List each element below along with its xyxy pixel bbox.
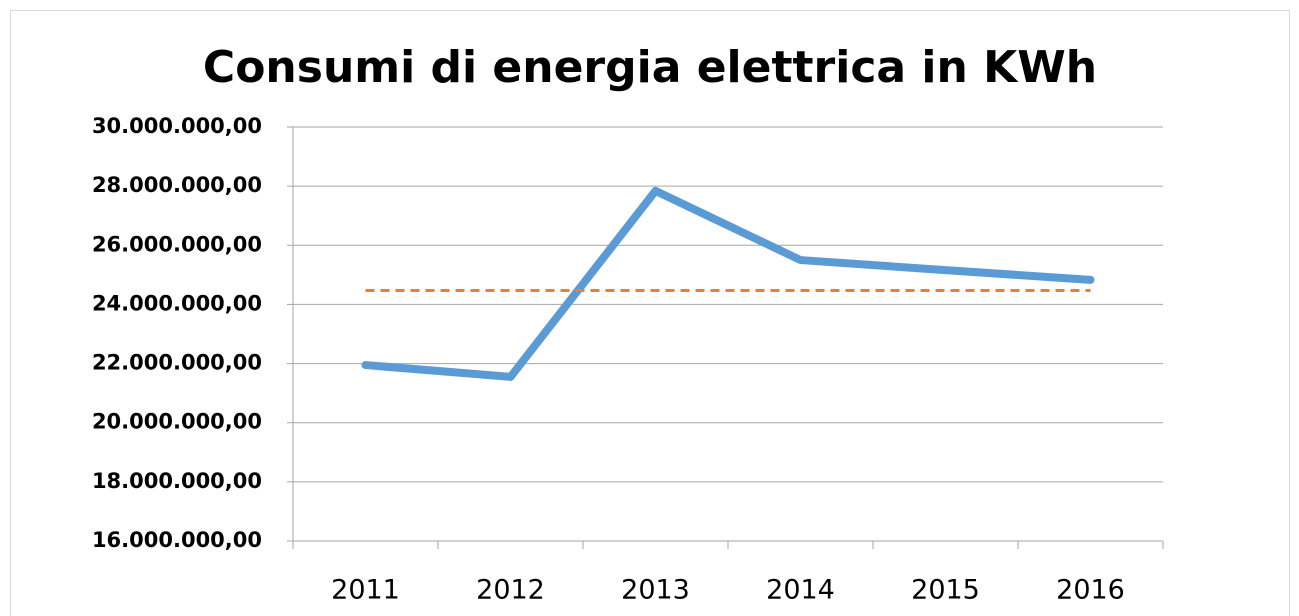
x-tick-label: 2016 bbox=[1056, 575, 1125, 606]
y-tick-label: 24.000.000,00 bbox=[92, 291, 262, 315]
y-tick-label: 20.000.000,00 bbox=[92, 410, 262, 434]
chart-title: Consumi di energia elettrica in KWh bbox=[203, 42, 1097, 93]
y-tick-label: 26.000.000,00 bbox=[92, 232, 262, 256]
y-tick-label: 22.000.000,00 bbox=[92, 351, 262, 375]
x-tick-label: 2013 bbox=[621, 575, 690, 606]
y-tick-label: 16.000.000,00 bbox=[92, 528, 262, 552]
y-tick-label: 30.000.000,00 bbox=[92, 114, 262, 138]
series-line bbox=[361, 186, 1095, 381]
y-tick-label: 18.000.000,00 bbox=[92, 469, 262, 493]
x-tick-label: 2015 bbox=[911, 575, 980, 606]
x-tick-label: 2011 bbox=[331, 575, 400, 606]
x-tick-label: 2014 bbox=[766, 575, 835, 606]
y-tick-label: 28.000.000,00 bbox=[92, 173, 262, 197]
x-tick-label: 2012 bbox=[476, 575, 545, 606]
chart-frame bbox=[10, 10, 1290, 616]
